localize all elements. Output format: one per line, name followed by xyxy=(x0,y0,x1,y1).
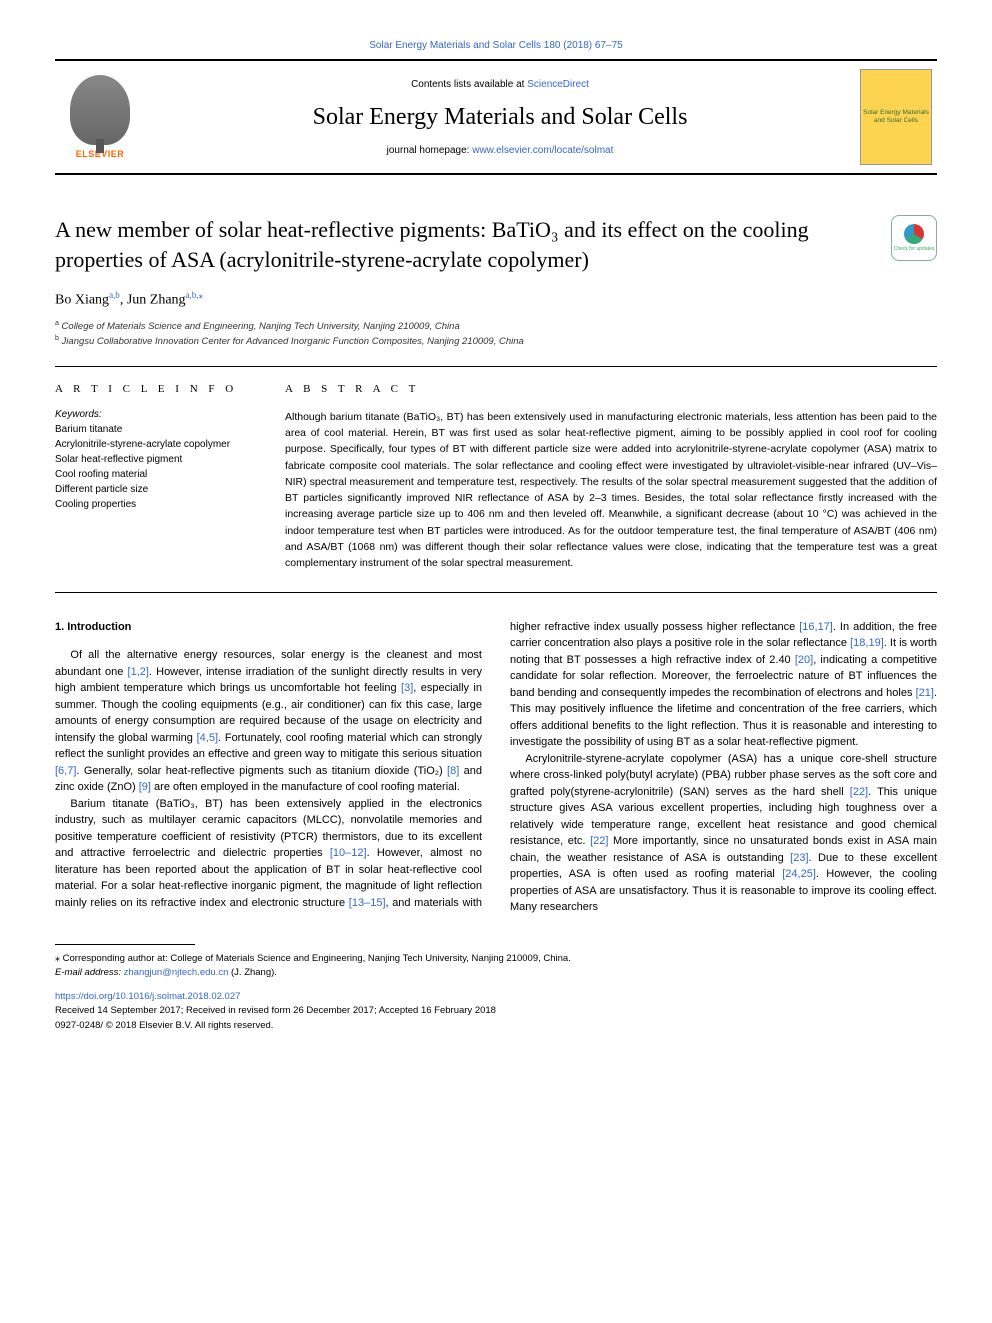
publisher-logo: ELSEVIER xyxy=(55,61,145,173)
footer-divider xyxy=(55,944,195,945)
author-1-aff[interactable]: a,b xyxy=(109,290,120,300)
affiliation-b-text: Jiangsu Collaborative Innovation Center … xyxy=(62,337,524,348)
body-text-run: are often employed in the manufacture of… xyxy=(151,781,460,793)
citation-link[interactable]: [24,25] xyxy=(782,868,816,880)
contents-line: Contents lists available at ScienceDirec… xyxy=(155,79,845,90)
corr-marker: ⁎ xyxy=(55,953,60,964)
affiliation-a: a College of Materials Science and Engin… xyxy=(55,319,937,334)
author-2-corr[interactable]: ⁎ xyxy=(199,290,204,300)
divider xyxy=(55,366,937,367)
abstract-heading: A B S T R A C T xyxy=(285,383,937,395)
homepage-prefix: journal homepage: xyxy=(387,145,473,156)
citation-link[interactable]: [23] xyxy=(790,852,808,864)
email-suffix: (J. Zhang). xyxy=(228,967,277,978)
keyword: Barium titanate xyxy=(55,422,261,437)
article-title: A new member of solar heat-reflective pi… xyxy=(55,215,881,274)
citation-link[interactable]: [21] xyxy=(916,687,934,699)
corresponding-note: ⁎ Corresponding author at: College of Ma… xyxy=(55,951,937,966)
copyright-line: 0927-0248/ © 2018 Elsevier B.V. All righ… xyxy=(55,1019,937,1033)
citation-link[interactable]: [3] xyxy=(401,682,413,694)
body-paragraph: Acrylonitrile-styrene-acrylate copolymer… xyxy=(510,751,937,916)
abstract-text: Although barium titanate (BaTiO₃, BT) ha… xyxy=(285,409,937,572)
citation-link[interactable]: [16,17] xyxy=(799,621,833,633)
corr-text: Corresponding author at: College of Mate… xyxy=(63,953,571,964)
header-center: Contents lists available at ScienceDirec… xyxy=(145,61,855,173)
check-updates-badge[interactable]: Check for updates xyxy=(891,215,937,261)
citation-link[interactable]: [1,2] xyxy=(128,666,149,678)
article-info-heading: A R T I C L E I N F O xyxy=(55,383,261,395)
top-citation: Solar Energy Materials and Solar Cells 1… xyxy=(55,40,937,51)
journal-header: ELSEVIER Contents lists available at Sci… xyxy=(55,59,937,175)
citation-link[interactable]: [9] xyxy=(139,781,151,793)
body-paragraph: Of all the alternative energy resources,… xyxy=(55,647,482,796)
citation-link[interactable]: [22] xyxy=(850,786,868,798)
elsevier-tree-icon xyxy=(70,75,130,145)
journal-cover: Solar Energy Materials and Solar Cells xyxy=(855,61,937,173)
body-text: 1. Introduction Of all the alternative e… xyxy=(55,619,937,916)
citation-link[interactable]: [22] xyxy=(590,835,608,847)
check-updates-label: Check for updates xyxy=(894,246,935,252)
citation-link[interactable]: [4,5] xyxy=(197,732,218,744)
affiliation-a-text: College of Materials Science and Enginee… xyxy=(62,321,460,332)
footer: ⁎ Corresponding author at: College of Ma… xyxy=(55,951,937,1033)
body-text-run: . Generally, solar heat-reflective pigme… xyxy=(76,765,447,777)
citation-link[interactable]: [13–15] xyxy=(349,897,386,909)
homepage-link[interactable]: www.elsevier.com/locate/solmat xyxy=(472,145,613,156)
journal-cover-image: Solar Energy Materials and Solar Cells xyxy=(860,69,932,165)
keyword: Solar heat-reflective pigment xyxy=(55,452,261,467)
keyword: Acrylonitrile-styrene-acrylate copolymer xyxy=(55,437,261,452)
contents-prefix: Contents lists available at xyxy=(411,79,527,90)
email-label: E-mail address: xyxy=(55,967,124,978)
keyword: Cool roofing material xyxy=(55,467,261,482)
citation-link[interactable]: [10–12] xyxy=(330,847,367,859)
intro-heading: 1. Introduction xyxy=(55,619,482,636)
author-2: Jun Zhang xyxy=(127,293,186,308)
homepage-line: journal homepage: www.elsevier.com/locat… xyxy=(155,145,845,156)
authors-line: Bo Xianga,b, Jun Zhanga,b,⁎ xyxy=(55,290,937,309)
email-link[interactable]: zhangjun@njtech.edu.cn xyxy=(124,967,229,978)
doi-link[interactable]: https://doi.org/10.1016/j.solmat.2018.02… xyxy=(55,991,240,1002)
citation-link[interactable]: [18,19] xyxy=(850,637,884,649)
sciencedirect-link[interactable]: ScienceDirect xyxy=(527,79,589,90)
abstract-column: A B S T R A C T Although barium titanate… xyxy=(285,383,937,572)
citation-link[interactable]: [8] xyxy=(447,765,459,777)
keyword: Cooling properties xyxy=(55,497,261,512)
article-info-column: A R T I C L E I N F O Keywords: Barium t… xyxy=(55,383,285,572)
author-2-aff[interactable]: a,b, xyxy=(186,290,199,300)
crossmark-icon xyxy=(904,224,924,244)
keywords-list: Barium titanate Acrylonitrile-styrene-ac… xyxy=(55,422,261,512)
citation-link[interactable]: [20] xyxy=(795,654,813,666)
author-1: Bo Xiang xyxy=(55,293,109,308)
keyword: Different particle size xyxy=(55,482,261,497)
email-line: E-mail address: zhangjun@njtech.edu.cn (… xyxy=(55,966,937,980)
divider xyxy=(55,592,937,593)
history-line: Received 14 September 2017; Received in … xyxy=(55,1004,937,1018)
affiliation-b: b Jiangsu Collaborative Innovation Cente… xyxy=(55,334,937,349)
journal-name: Solar Energy Materials and Solar Cells xyxy=(155,104,845,131)
affiliations: a College of Materials Science and Engin… xyxy=(55,319,937,350)
keywords-label: Keywords: xyxy=(55,409,261,420)
citation-link[interactable]: [6,7] xyxy=(55,765,76,777)
